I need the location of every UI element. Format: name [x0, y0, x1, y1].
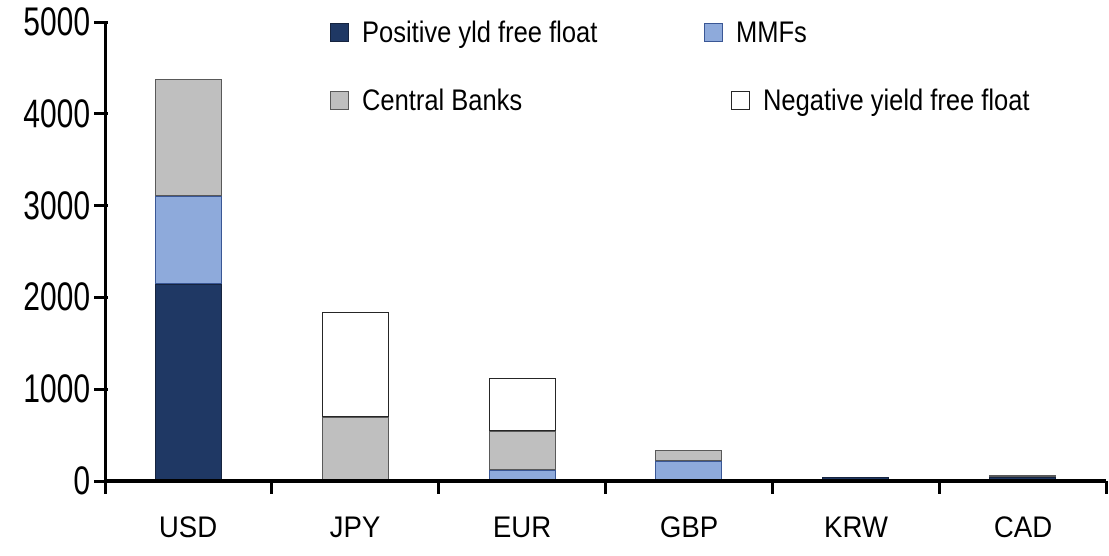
- bar-segment-GBP-central-banks: [655, 450, 723, 461]
- x-category-label: CAD: [993, 511, 1052, 544]
- legend-item-negative-yield-free-float: Negative yield free float: [731, 86, 1101, 116]
- legend-label: Positive yld free float: [362, 16, 598, 49]
- y-tick-mark: [94, 295, 108, 299]
- bar-segment-EUR-negative-yield-free-float: [488, 378, 556, 431]
- x-category-label: USD: [159, 511, 218, 544]
- legend-label: Negative yield free float: [763, 84, 1030, 117]
- y-tick-mark: [94, 479, 108, 483]
- x-category-label: KRW: [823, 511, 888, 544]
- y-tick-label: 3000: [23, 183, 90, 228]
- x-tick-mark: [437, 481, 441, 494]
- legend-swatch-positive-yld-free-float: [330, 23, 349, 42]
- y-axis-line: [103, 22, 107, 483]
- bar-segment-JPY-central-banks: [321, 416, 389, 481]
- y-tick-label: 4000: [23, 91, 90, 136]
- x-category-label: EUR: [492, 511, 552, 544]
- y-tick-label: 2000: [23, 275, 90, 320]
- bar-segment-CAD-central-banks: [989, 475, 1057, 478]
- x-category-label: GBP: [659, 511, 719, 544]
- y-tick-label: 5000: [23, 0, 90, 44]
- legend-item-central-banks: Central Banks: [330, 86, 700, 116]
- bar-segment-GBP-mmfs: [655, 460, 723, 481]
- bar-segment-USD-positive-yld-free-float: [154, 283, 222, 481]
- x-tick-mark: [937, 481, 941, 494]
- x-tick-mark: [270, 481, 274, 494]
- y-tick-mark: [94, 387, 108, 391]
- legend-label: Central Banks: [362, 84, 523, 117]
- x-tick-mark: [604, 481, 607, 494]
- y-tick-label: 1000: [23, 367, 90, 412]
- y-tick-mark: [94, 204, 108, 208]
- x-tick-mark: [1104, 481, 1108, 494]
- legend-item-positive-yld-free-float: Positive yld free float: [330, 18, 700, 48]
- bar-segment-JPY-negative-yield-free-float: [321, 312, 389, 417]
- y-tick-mark: [94, 20, 108, 24]
- legend-swatch-negative-yield-free-float: [731, 91, 750, 110]
- x-tick-mark: [770, 481, 774, 494]
- x-category-label: JPY: [329, 511, 381, 544]
- bar-segment-USD-mmfs: [154, 196, 222, 284]
- legend-swatch-central-banks: [330, 91, 349, 110]
- legend-label: MMFs: [736, 16, 807, 49]
- bar-segment-USD-central-banks: [154, 78, 222, 197]
- legend-item-mmfs: MMFs: [704, 18, 1074, 48]
- y-tick-mark: [94, 112, 108, 116]
- bar-segment-EUR-central-banks: [488, 430, 556, 471]
- x-tick-mark: [103, 481, 107, 494]
- legend-swatch-mmfs: [704, 23, 723, 42]
- y-tick-label: 0: [73, 459, 90, 503]
